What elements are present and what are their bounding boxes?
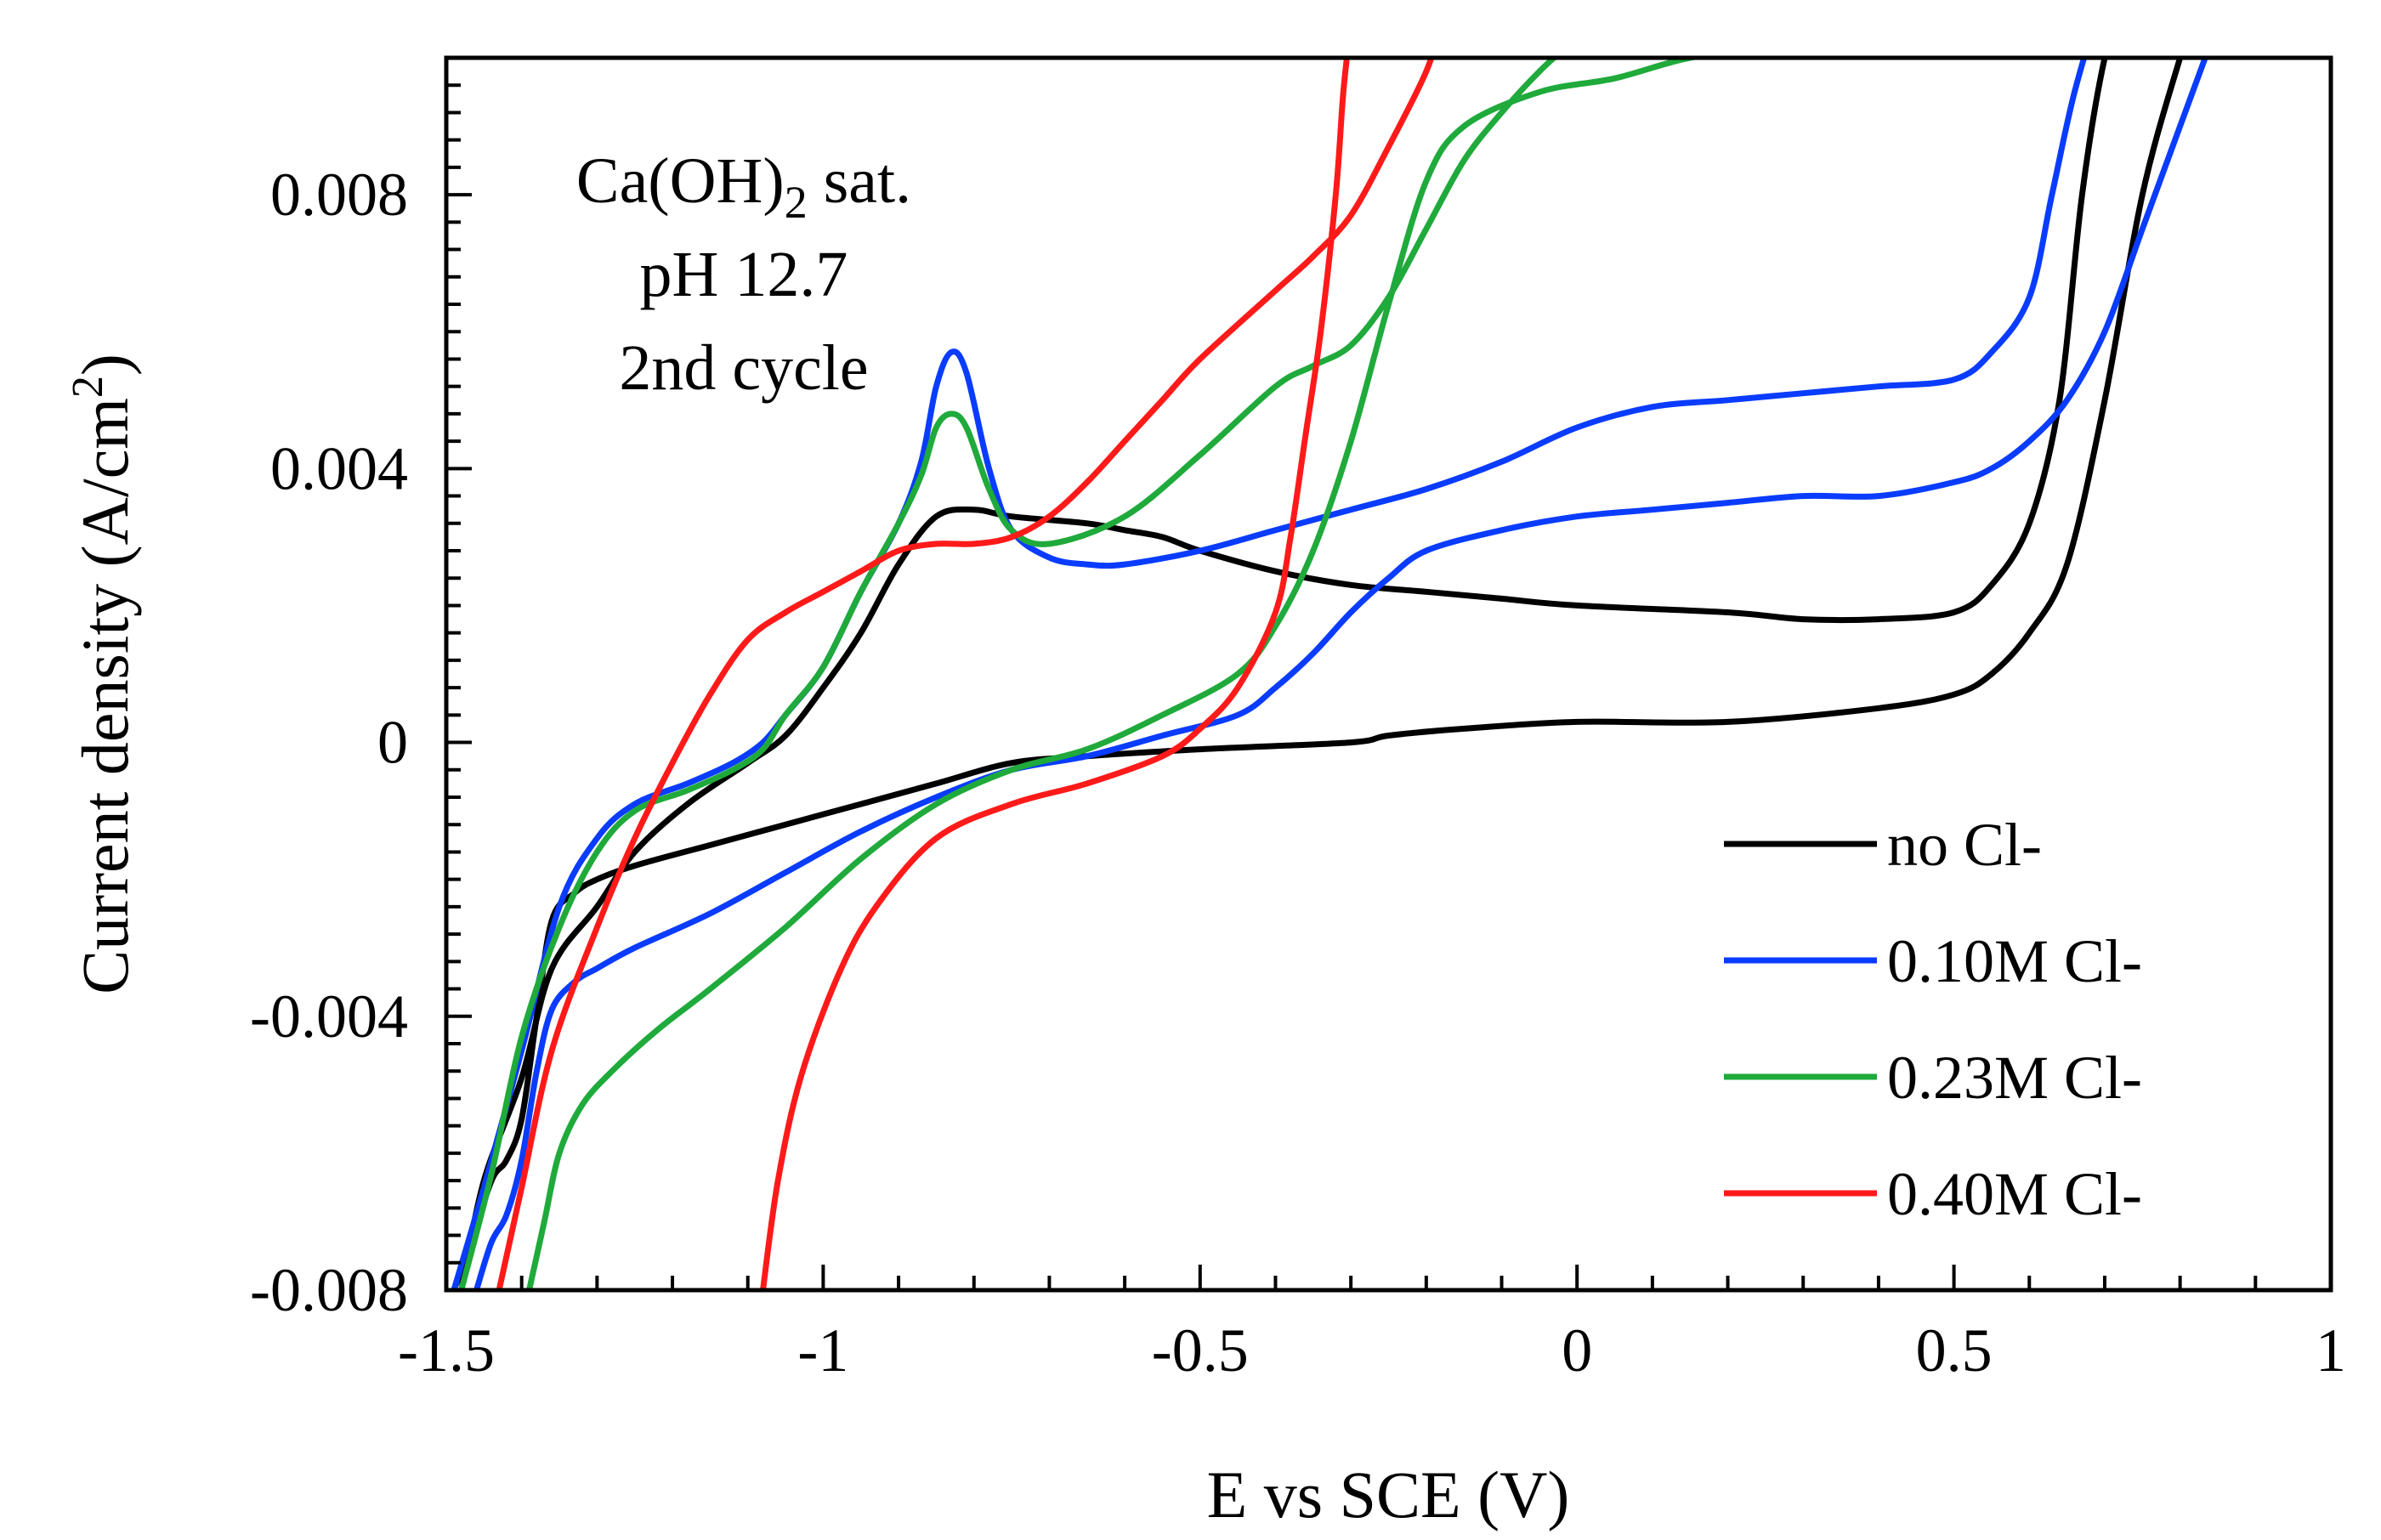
x-tick-label: -1 — [797, 1316, 848, 1384]
ticks-layer — [445, 56, 2333, 1292]
y-tick-label: -0.008 — [250, 1256, 408, 1324]
x-tick-label: -0.5 — [1152, 1316, 1249, 1384]
annotation-line3: 2nd cycle — [619, 332, 868, 404]
legend: no Cl- 0.10M Cl- 0.23M Cl- 0.40M Cl- — [1724, 811, 2142, 1228]
series-line-return — [458, 58, 1559, 1290]
annotation-line1: Ca(OH)2 sat. — [576, 145, 911, 228]
series-line-return — [458, 58, 2108, 1290]
annotation-line1-sub: 2 — [785, 177, 808, 228]
annotation-line2: pH 12.7 — [640, 239, 848, 310]
y-axis-title: Current density (A/cm2) — [64, 354, 142, 994]
x-tick-label: 0.5 — [1916, 1316, 1993, 1384]
y-axis-title-main: Current density (A/cm — [68, 398, 142, 994]
y-axis-title-sup: 2 — [64, 376, 112, 398]
y-tick-label: 0 — [377, 709, 408, 777]
x-tick-label: 0 — [1562, 1316, 1592, 1384]
legend-item: 0.23M Cl- — [1724, 1044, 2142, 1112]
legend-label: 0.10M Cl- — [1887, 927, 2142, 995]
legend-label: no Cl- — [1887, 811, 2042, 879]
y-tick-label: -0.004 — [250, 982, 408, 1050]
legend-label: 0.23M Cl- — [1887, 1044, 2142, 1112]
plot-frame — [444, 55, 2333, 1293]
series-line-return — [496, 58, 1435, 1290]
annotation: Ca(OH)2 sat. pH 12.7 2nd cycle — [576, 145, 911, 404]
annotation-line1-rest: sat. — [808, 145, 911, 217]
x-axis-title: E vs SCE (V) — [1207, 1458, 1570, 1532]
series-line-forward — [760, 58, 1350, 1290]
x-tick-label: 1 — [2316, 1316, 2346, 1384]
legend-item: 0.10M Cl- — [1724, 927, 2142, 995]
legend-label: 0.40M Cl- — [1887, 1160, 2142, 1228]
series-line-forward — [526, 58, 1713, 1290]
annotation-line1-main: Ca(OH) — [576, 145, 785, 217]
y-axis-title-close: ) — [68, 354, 142, 376]
series-line-return — [451, 58, 2088, 1290]
legend-item: 0.40M Cl- — [1724, 1160, 2142, 1228]
tick-labels-layer: -1.5 -1 -0.5 0 0.5 1 -0.008 -0.004 0 0.004 0.008 — [250, 161, 2346, 1384]
legend-item: no Cl- — [1724, 811, 2042, 879]
x-tick-label: -1.5 — [398, 1316, 495, 1384]
y-tick-label: 0.004 — [270, 434, 408, 502]
series-0-40m-cl — [496, 58, 1435, 1290]
series-0-23m-cl — [458, 58, 1713, 1290]
series-layer — [451, 58, 2208, 1290]
y-tick-label: 0.008 — [270, 161, 408, 229]
